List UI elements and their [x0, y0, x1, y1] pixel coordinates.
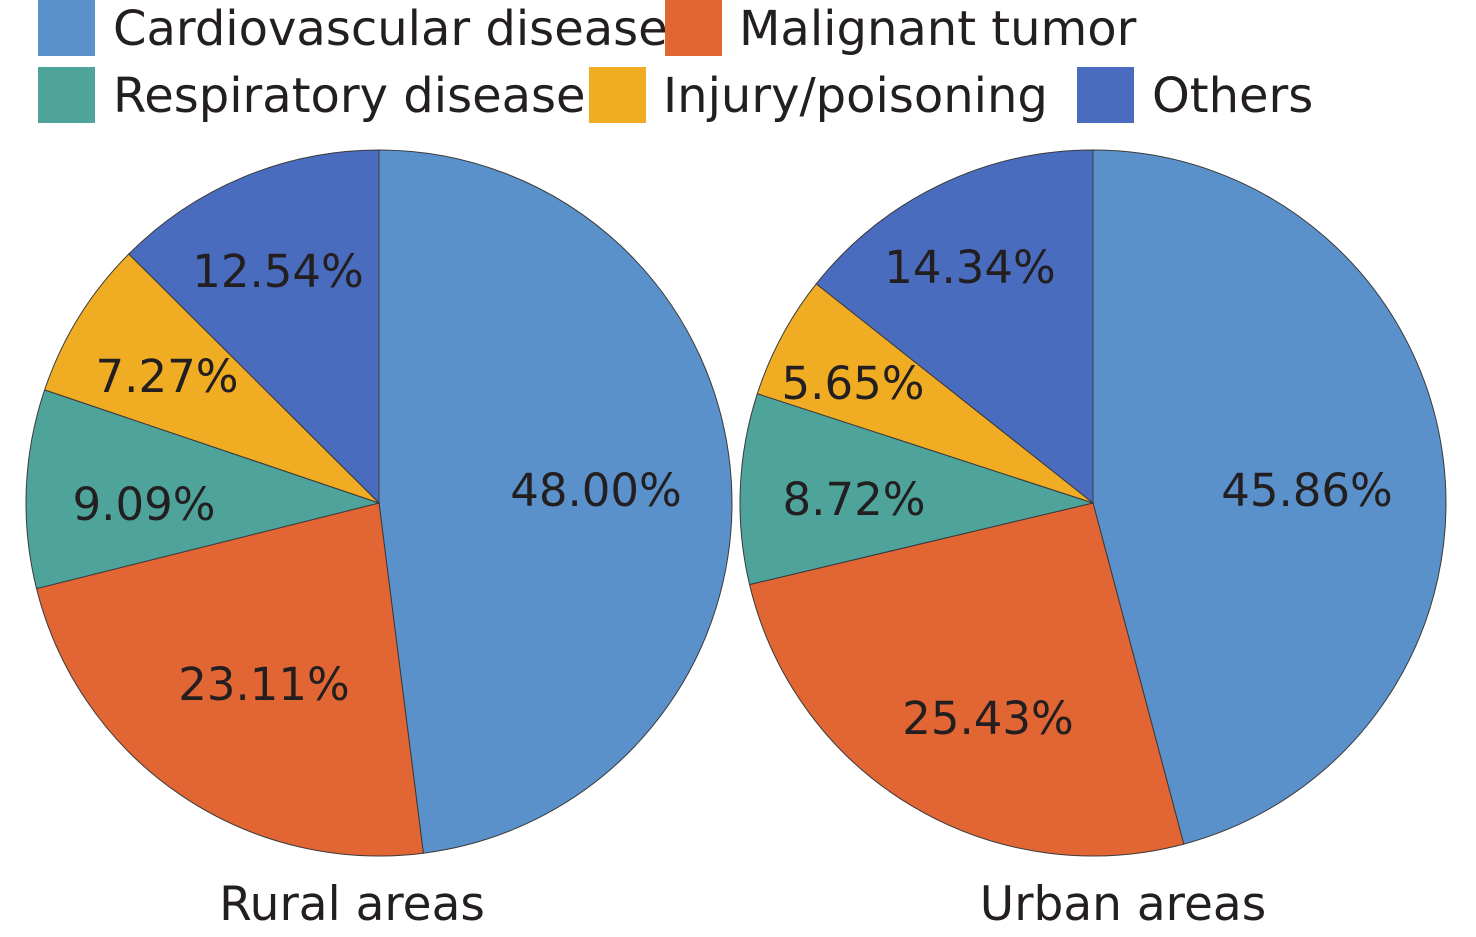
slice-label-rural-areas-injury-poisoning: 7.27% [96, 350, 239, 403]
slice-rural-areas-respiratory-disease [25, 389, 381, 590]
slice-urban-areas-cardiovascular-disease [1092, 149, 1447, 845]
legend-swatch-others [1077, 67, 1134, 123]
pie-title-urban-areas: Urban areas [980, 877, 1266, 932]
legend-swatch-injury-poisoning [589, 67, 646, 123]
legend-label-respiratory-disease: Respiratory disease [113, 68, 586, 124]
slice-urban-areas-malignant-tumor [748, 502, 1185, 857]
pie-title-rural-areas: Rural areas [219, 877, 485, 932]
legend-swatch-cardiovascular-disease [38, 0, 95, 56]
slice-rural-areas-injury-poisoning [43, 253, 380, 504]
slice-label-urban-areas-others: 14.34% [884, 241, 1056, 294]
pie-urban-areas: 45.86% 25.43% 8.72% 5.65% 14.34% Urban areas [739, 149, 1447, 932]
slice-label-urban-areas-malignant-tumor: 25.43% [902, 692, 1074, 745]
legend-swatch-respiratory-disease [38, 67, 95, 123]
slice-urban-areas-others [815, 149, 1094, 505]
slice-rural-areas-malignant-tumor [35, 502, 424, 857]
legend-label-malignant-tumor: Malignant tumor [739, 1, 1137, 57]
slice-rural-areas-others [128, 149, 380, 505]
slice-label-rural-areas-malignant-tumor: 23.11% [178, 658, 350, 711]
legend-label-cardiovascular-disease: Cardiovascular disease [113, 1, 668, 57]
pie-charts: 48.00%23.11%9.09%7.27%12.54%Rural areas4… [25, 149, 1447, 932]
slice-rural-areas-cardiovascular-disease [378, 149, 733, 854]
pie-rural-areas: 48.00% 23.11% 9.09% 7.27% 12.54% Rural areas [25, 149, 733, 932]
legend-label-others: Others [1152, 68, 1313, 124]
legend-label-injury-poisoning: Injury/poisoning [663, 68, 1048, 124]
slice-urban-areas-respiratory-disease [739, 393, 1095, 586]
slice-label-urban-areas-respiratory-disease: 8.72% [783, 473, 926, 526]
slice-label-rural-areas-cardiovascular-disease: 48.00% [510, 464, 682, 517]
slice-label-rural-areas-others: 12.54% [192, 245, 364, 298]
slice-urban-areas-injury-poisoning [756, 283, 1094, 504]
legend-swatch-malignant-tumor [665, 0, 722, 56]
slice-label-urban-areas-injury-poisoning: 5.65% [782, 357, 925, 410]
slice-label-rural-areas-respiratory-disease: 9.09% [73, 478, 216, 531]
slice-label-urban-areas-cardiovascular-disease: 45.86% [1221, 464, 1393, 517]
chart-legend: Cardiovascular disease Malignant tumor Res… [38, 0, 1313, 124]
